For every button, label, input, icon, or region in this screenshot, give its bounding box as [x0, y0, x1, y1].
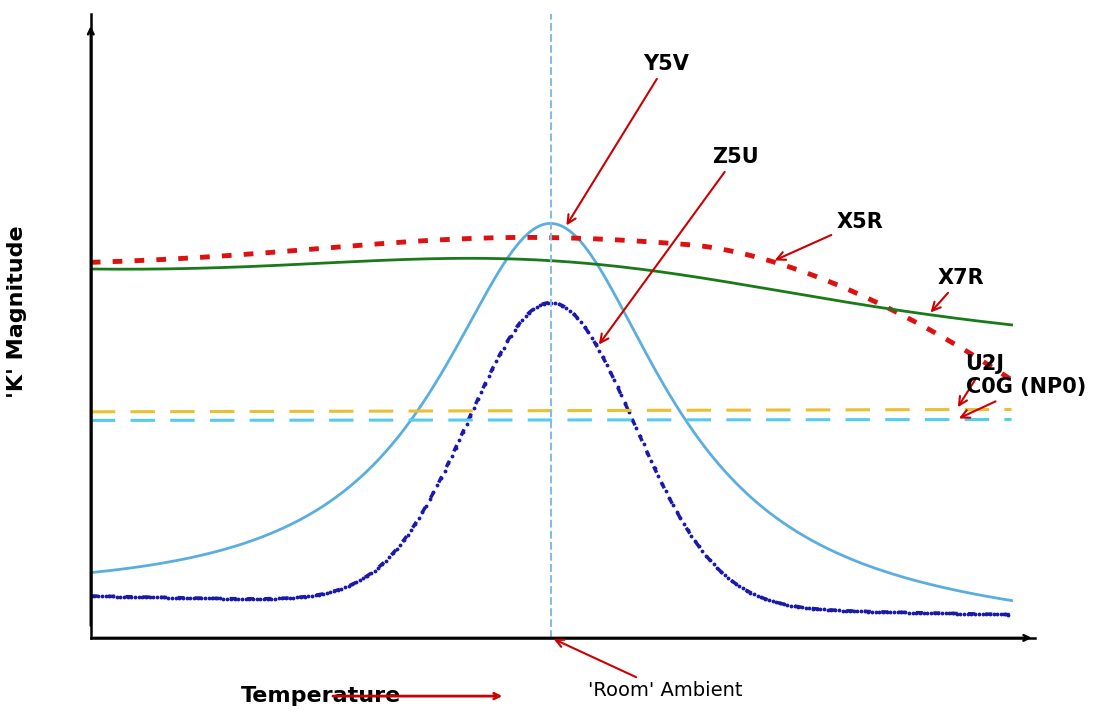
Text: C0G (NP0): C0G (NP0) — [961, 377, 1086, 418]
Text: 'K' Magnitude: 'K' Magnitude — [7, 225, 28, 399]
Text: Temperature: Temperature — [241, 686, 401, 706]
Text: Y5V: Y5V — [567, 53, 689, 223]
Text: 'Room' Ambient: 'Room' Ambient — [556, 640, 742, 700]
Text: X5R: X5R — [776, 212, 884, 260]
Text: Z5U: Z5U — [601, 147, 759, 343]
Text: U2J: U2J — [959, 354, 1004, 405]
Text: X7R: X7R — [932, 268, 984, 311]
